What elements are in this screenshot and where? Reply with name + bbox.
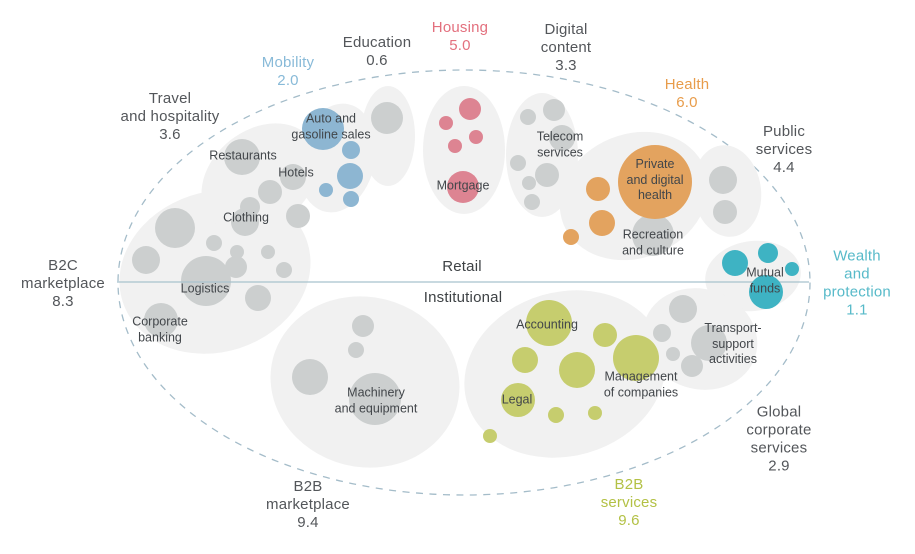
cluster-label-b2b-marketplace: B2B marketplace 9.4	[266, 477, 350, 532]
bubble	[132, 246, 160, 274]
bubble-label-legal: Legal	[501, 392, 533, 407]
bubble	[618, 145, 692, 219]
cluster-label-health: Health 6.0	[664, 75, 710, 111]
bubble-label-hotels: Hotels	[278, 165, 314, 180]
bubble-label-private-digital-health: Private and digital health	[626, 156, 684, 202]
bubble	[459, 98, 481, 120]
cluster-label-travel-hospitality: Travel and hospitality 3.6	[120, 89, 220, 144]
bubble	[653, 324, 671, 342]
bubble	[230, 245, 244, 259]
bubble	[292, 359, 328, 395]
bubble	[258, 180, 282, 204]
bubble	[535, 163, 559, 187]
bubble	[280, 164, 306, 190]
bubble	[559, 352, 595, 388]
bubble	[343, 191, 359, 207]
bubble	[371, 102, 403, 134]
bubble	[144, 303, 178, 337]
colored-bubbles-layer	[302, 98, 799, 443]
bubble	[548, 407, 564, 423]
bubble	[240, 197, 260, 217]
bubble	[543, 99, 565, 121]
boundary-dashed-ellipse	[117, 69, 811, 496]
cluster-label-housing: Housing 5.0	[431, 18, 489, 54]
segment-label-retail: Retail	[442, 258, 482, 275]
bubble	[758, 243, 778, 263]
bubble	[785, 262, 799, 276]
cluster-label-global-corporate-services: Global corporate services 2.9	[746, 403, 812, 476]
bubble	[549, 125, 575, 151]
cluster-label-public-services: Public services 4.4	[755, 122, 813, 177]
bubble-label-auto-gasoline-sales: Auto and gasoline sales	[291, 111, 371, 142]
bubble	[483, 429, 497, 443]
bubble	[206, 235, 222, 251]
bubble	[666, 347, 680, 361]
bubble-label-corporate-banking: Corporate banking	[132, 314, 188, 345]
bubble	[593, 323, 617, 347]
bubble	[224, 139, 260, 175]
bubble	[155, 208, 195, 248]
bubble	[181, 256, 231, 306]
bubble-label-mutual-funds: Mutual funds	[746, 265, 784, 296]
bubble	[337, 163, 363, 189]
bubble	[501, 383, 535, 417]
cluster-label-wealth-protection: Wealth and protection 1.1	[823, 247, 891, 320]
bubble	[447, 171, 479, 203]
bubble-label-recreation-culture: Recreation and culture	[622, 227, 684, 258]
bubble	[632, 214, 674, 256]
gray-bubbles-layer	[132, 99, 737, 425]
bubble	[225, 256, 247, 278]
bubble	[713, 200, 737, 224]
bubble-label-clothing: Clothing	[223, 210, 269, 225]
bubble-label-transport-support: Transport- support activities	[704, 320, 762, 366]
bubble	[563, 229, 579, 245]
bubble-label-restaurants: Restaurants	[209, 148, 277, 163]
bubble	[286, 204, 310, 228]
bubble	[439, 116, 453, 130]
bubble	[588, 406, 602, 420]
bubble	[261, 245, 275, 259]
bubble	[469, 130, 483, 144]
bubble	[524, 194, 540, 210]
bubble	[722, 250, 748, 276]
bubble	[352, 315, 374, 337]
bubble-label-machinery-equipment: Machinery and equipment	[334, 385, 418, 416]
bubble	[526, 300, 572, 346]
segment-label-institutional: Institutional	[423, 289, 503, 306]
bubble	[589, 210, 615, 236]
bubble	[512, 347, 538, 373]
bubble	[245, 285, 271, 311]
bubble	[749, 275, 783, 309]
bubble	[319, 183, 333, 197]
bubble	[613, 335, 659, 381]
bubble	[510, 155, 526, 171]
bubble-label-logistics: Logistics	[180, 281, 230, 296]
cluster-label-digital-content: Digital content 3.3	[540, 20, 592, 75]
bubble	[691, 325, 727, 361]
bubble	[520, 109, 536, 125]
bubble-label-telecom-services: Telecom services	[536, 129, 584, 160]
cluster-label-education: Education 0.6	[342, 33, 412, 69]
bubble	[709, 166, 737, 194]
bubble	[586, 177, 610, 201]
bubble	[302, 108, 344, 150]
cluster-label-mobility: Mobility 2.0	[261, 53, 315, 89]
bubble-label-management-of-companies: Management of companies	[603, 369, 679, 400]
bubble	[522, 176, 536, 190]
bubble	[669, 295, 697, 323]
cluster-label-b2b-services: B2B services 9.6	[600, 475, 658, 530]
cluster-label-b2c-marketplace: B2C marketplace 8.3	[21, 256, 105, 311]
bubble-label-accounting: Accounting	[516, 317, 578, 332]
bubble	[448, 139, 462, 153]
bubble	[342, 141, 360, 159]
bubble	[348, 342, 364, 358]
bubble	[681, 355, 703, 377]
bubble	[349, 373, 401, 425]
bubble	[276, 262, 292, 278]
bubble-label-mortgage: Mortgage	[436, 178, 490, 193]
